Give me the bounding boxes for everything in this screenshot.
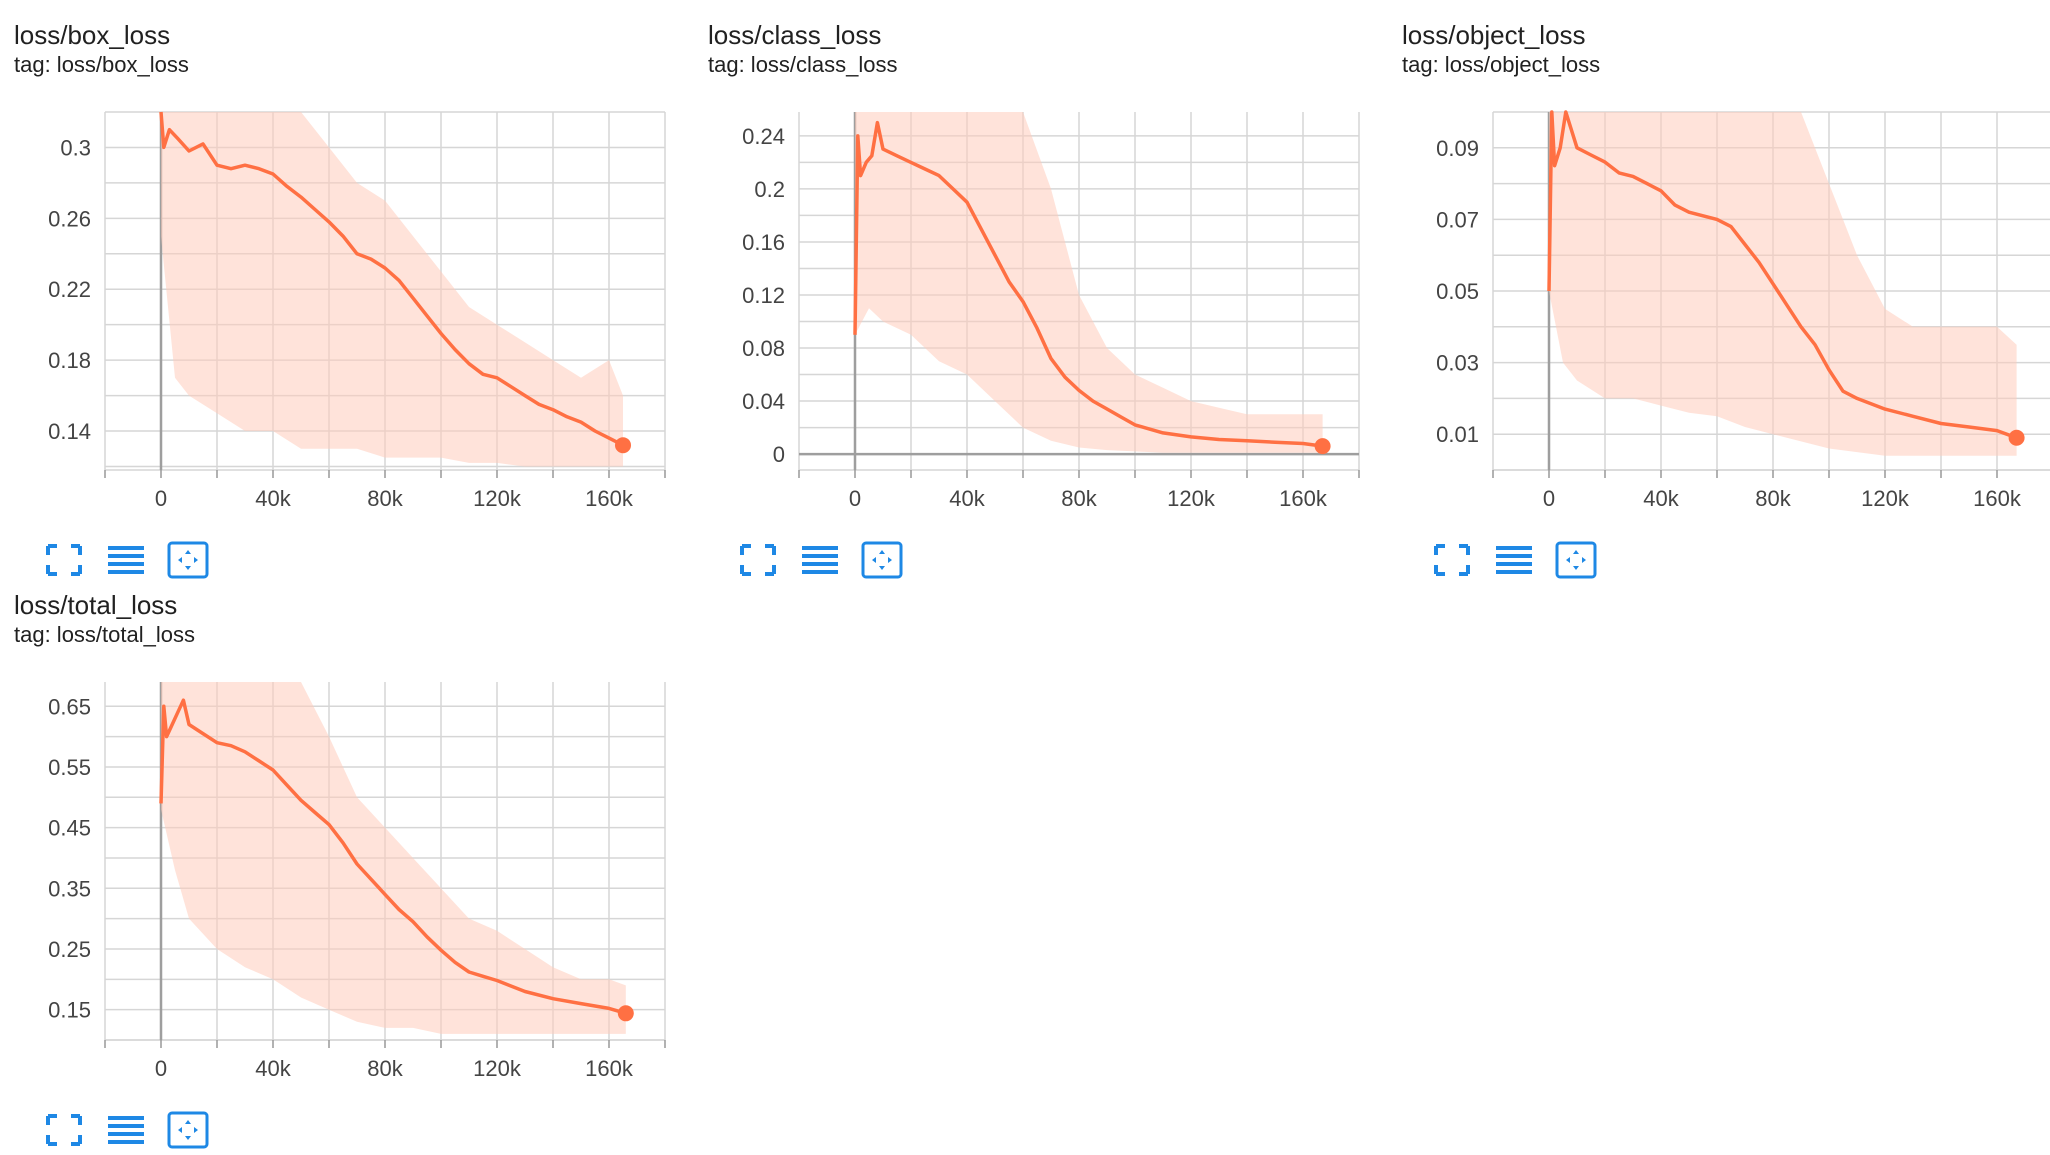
x-tick-label: 0 xyxy=(1543,486,1555,511)
x-tick-label: 160k xyxy=(585,1056,634,1081)
y-tick-label: 0.55 xyxy=(48,755,91,780)
y-tick-label: 0.03 xyxy=(1436,351,1479,376)
x-tick-label: 0 xyxy=(155,486,167,511)
chart-tag: tag: loss/box_loss xyxy=(14,52,189,77)
toggle-log-scale-button[interactable] xyxy=(1492,540,1536,580)
toggle-log-scale-icon xyxy=(1496,546,1532,574)
chart-title: loss/class_loss xyxy=(708,20,882,50)
chart-toolbar xyxy=(28,540,228,580)
y-tick-label: 0.12 xyxy=(742,283,785,308)
x-tick-label: 120k xyxy=(473,1056,522,1081)
x-tick-label: 40k xyxy=(255,486,291,511)
chart-card-object-loss: loss/object_loss tag: loss/object_loss 0… xyxy=(1402,20,2050,579)
raw-data-band xyxy=(161,112,623,467)
chart-toolbar xyxy=(1416,540,1616,580)
chart-tag: tag: loss/total_loss xyxy=(14,622,195,647)
x-tick-label: 160k xyxy=(1279,486,1328,511)
fullscreen-icon xyxy=(740,544,776,576)
chart-tag: tag: loss/class_loss xyxy=(708,52,898,77)
x-tick-label: 80k xyxy=(1061,486,1097,511)
fit-domain-icon xyxy=(167,1111,209,1149)
line-chart[interactable]: 0.01 0.03 0.05 0.07 0.09 0 40k 80k 120k 160k xyxy=(1388,100,2050,511)
series-endpoint xyxy=(2008,429,2025,446)
series-endpoint xyxy=(615,437,631,454)
x-tick-label: 0 xyxy=(849,486,861,511)
chart-toolbar xyxy=(722,540,922,580)
x-tick-label: 40k xyxy=(255,1056,291,1081)
y-tick-label: 0.22 xyxy=(48,277,91,302)
x-tick-label: 80k xyxy=(1755,486,1791,511)
toggle-log-scale-button[interactable] xyxy=(798,540,842,580)
line-chart[interactable]: 0.14 0.18 0.22 0.26 0.3 0 40k 80k 120k 160k xyxy=(0,100,680,511)
raw-data-band xyxy=(855,112,1323,453)
series-line xyxy=(159,698,627,1015)
y-tick-label: 0.65 xyxy=(48,694,91,719)
x-tick-label: 0 xyxy=(155,1056,167,1081)
y-tick-label: 0.04 xyxy=(742,389,785,414)
chart-card-class-loss: loss/class_loss tag: loss/class_loss 0 0.… xyxy=(708,20,1360,579)
chart-title: loss/box_loss xyxy=(14,20,171,50)
raw-data-band xyxy=(161,682,626,1034)
series-line xyxy=(853,120,1323,448)
y-tick-label: 0.25 xyxy=(48,937,91,962)
line-chart[interactable]: 0 0.04 0.08 0.12 0.16 0.2 0.24 0 40k 80k 120k 160k xyxy=(694,100,1374,511)
fit-domain-icon xyxy=(1555,541,1597,579)
raw-data-band xyxy=(1549,112,2017,456)
x-tick-label: 120k xyxy=(1167,486,1216,511)
y-tick-label: 0 xyxy=(773,442,785,467)
line-chart[interactable]: 0.15 0.25 0.35 0.45 0.55 0.65 0 40k 80k 120k 160k xyxy=(0,670,680,1081)
x-tick-label: 160k xyxy=(1973,486,2022,511)
x-tick-label: 80k xyxy=(367,1056,403,1081)
fit-domain-button[interactable] xyxy=(1554,540,1598,580)
fit-domain-icon xyxy=(861,541,903,579)
toggle-log-scale-button[interactable] xyxy=(104,1110,148,1150)
y-tick-label: 0.26 xyxy=(48,206,91,231)
fit-domain-button[interactable] xyxy=(166,1110,210,1150)
x-tick-label: 80k xyxy=(367,486,403,511)
fit-domain-button[interactable] xyxy=(166,540,210,580)
fullscreen-icon xyxy=(46,544,82,576)
x-tick-label: 40k xyxy=(949,486,985,511)
y-tick-label: 0.2 xyxy=(754,177,785,202)
fullscreen-button[interactable] xyxy=(1430,540,1474,580)
fit-domain-button[interactable] xyxy=(860,540,904,580)
y-tick-label: 0.45 xyxy=(48,816,91,841)
chart-tag: tag: loss/object_loss xyxy=(1402,52,1601,77)
y-tick-label: 0.3 xyxy=(60,135,91,160)
y-tick-label: 0.08 xyxy=(742,336,785,361)
chart-card-box-loss: loss/box_loss tag: loss/box_loss 0.14 0.1… xyxy=(14,20,666,579)
y-tick-label: 0.15 xyxy=(48,998,91,1023)
y-tick-label: 0.07 xyxy=(1436,207,1479,232)
toggle-log-scale-icon xyxy=(108,546,144,574)
y-tick-label: 0.16 xyxy=(742,230,785,255)
y-tick-label: 0.35 xyxy=(48,876,91,901)
series-endpoint xyxy=(1314,438,1331,455)
y-tick-label: 0.09 xyxy=(1436,136,1479,161)
fullscreen-icon xyxy=(46,1114,82,1146)
chart-toolbar xyxy=(28,1110,228,1150)
y-tick-label: 0.05 xyxy=(1436,279,1479,304)
y-tick-label: 0.24 xyxy=(742,124,785,149)
y-tick-label: 0.14 xyxy=(48,419,91,444)
fullscreen-icon xyxy=(1434,544,1470,576)
fit-domain-icon xyxy=(167,541,209,579)
y-tick-label: 0.01 xyxy=(1436,422,1479,447)
series-line xyxy=(159,111,624,447)
fullscreen-button[interactable] xyxy=(42,1110,86,1150)
toggle-log-scale-icon xyxy=(108,1116,144,1144)
series-endpoint xyxy=(617,1005,634,1022)
fullscreen-button[interactable] xyxy=(736,540,780,580)
toggle-log-scale-button[interactable] xyxy=(104,540,148,580)
chart-title: loss/total_loss xyxy=(14,590,178,620)
x-tick-label: 40k xyxy=(1643,486,1679,511)
series-line xyxy=(1547,110,2018,440)
x-tick-label: 120k xyxy=(473,486,522,511)
x-tick-label: 120k xyxy=(1861,486,1910,511)
chart-title: loss/object_loss xyxy=(1402,20,1586,50)
toggle-log-scale-icon xyxy=(802,546,838,574)
y-tick-label: 0.18 xyxy=(48,348,91,373)
chart-card-total-loss: loss/total_loss tag: loss/total_loss 0.1… xyxy=(14,590,666,1149)
fullscreen-button[interactable] xyxy=(42,540,86,580)
x-tick-label: 160k xyxy=(585,486,634,511)
